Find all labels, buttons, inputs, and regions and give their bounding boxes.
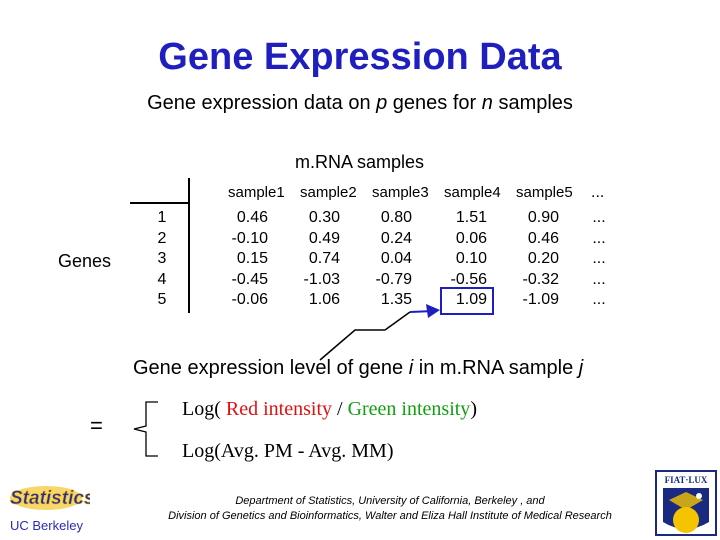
footer-line-1: Department of Statistics, University of … [235,495,545,507]
table-divider-horizontal [130,202,190,204]
green-intensity-text: Green intensity [347,398,471,420]
row-index: 5 [157,291,167,309]
column-header-sample1: sample1 [228,184,285,201]
seal-sun [673,507,699,533]
table-cell: 0.90 [527,209,559,226]
data-column-sample1: 0.46 -0.10 0.15 -0.45 -0.06 [218,208,268,311]
table-cell: ... [592,209,606,226]
table-cell: 1.51 [455,209,487,226]
row-index-column: 1 2 3 4 5 [152,208,172,311]
seal-book [669,492,703,510]
formula-slash: / [332,398,348,420]
footer-line-2: Division of Genetics and Bioinformatics,… [168,510,612,522]
level-part1: Gene expression level of gene [133,357,409,379]
expression-level-text: Gene expression level of gene i in m.RNA… [133,357,583,380]
seal-star [696,493,702,499]
table-cell: -1.03 [303,270,340,288]
table-cell: ... [592,291,606,309]
data-column-more: ... ... ... ... ... [588,208,610,311]
table-cell: 0.10 [455,250,487,268]
table-cell: ... [592,270,606,288]
genes-label: Genes [58,251,112,271]
column-header-sample5: sample5 [516,184,573,201]
table-cell: 0.15 [236,250,268,268]
level-j: j [578,357,584,379]
highlight-box [440,287,494,315]
table-cell: ... [592,250,606,268]
data-column-sample4: 1.51 0.06 0.10 -0.56 1.09 [434,208,487,311]
table-cell: 0.46 [527,229,559,247]
column-header-sample4: sample4 [444,184,501,201]
table-cell: 0.04 [380,250,412,268]
fiat-lux-seal: FIAT·LUX [655,470,717,536]
pointer-arrow [319,304,440,361]
table-cell: -0.56 [450,270,487,288]
data-column-sample5: 0.90 0.46 0.20 -0.32 -1.09 [506,208,559,311]
formula-suffix: ) [470,398,477,420]
subtitle-p: p [376,92,388,114]
table-cell: ... [592,229,606,247]
table-cell: 0.80 [380,209,412,226]
table-cell: -0.45 [231,270,268,288]
table-cell: 1.09 [455,291,487,309]
footer: Department of Statistics, University of … [110,494,670,524]
red-intensity-text: Red intensity [225,398,332,420]
level-part2: in m.RNA sample [413,357,579,379]
statistics-berkeley-logo: Statistics UC Berkeley [10,486,90,533]
subtitle-n: n [481,92,493,114]
table-cell: 1.35 [380,291,412,309]
table-cell: 0.30 [308,209,340,226]
logo-statistics-text: Statistics [10,488,90,509]
row-index: 1 [157,209,167,226]
column-header-sample2: sample2 [300,184,357,201]
column-header-sample3: sample3 [372,184,429,201]
pointer-line-tip [409,310,435,313]
page-title: Gene Expression Data [158,36,562,78]
table-cell: 0.74 [308,250,340,268]
data-column-sample3: 0.80 0.24 0.04 -0.79 1.35 [362,208,412,311]
table-cell: -0.10 [231,229,268,247]
table-cell: 0.06 [455,229,487,247]
table-cell: -0.06 [231,291,268,309]
data-column-sample2: 0.30 0.49 0.74 -1.03 1.06 [290,208,340,311]
table-cell: 0.49 [308,229,340,247]
subtitle: Gene expression data on p genes for n sa… [0,92,720,115]
formula-prefix: Log( [182,398,226,420]
subtitle-part3: samples [492,92,573,114]
column-header-more: ... [591,184,605,201]
seal-motto: FIAT·LUX [665,475,708,485]
table-cell: -0.32 [522,270,559,288]
table-cell: -1.09 [522,291,559,309]
subtitle-part2: genes for [387,92,482,114]
formula-line-1: Log( Red intensity / Green intensity) [182,398,477,421]
row-index: 2 [157,229,167,247]
curly-brace [133,401,158,457]
subtitle-part1: Gene expression data on [147,92,377,114]
table-cell: 0.24 [380,229,412,247]
formula-line-2: Log(Avg. PM - Avg. MM) [182,440,394,462]
level-i: i [408,357,414,379]
equals-sign: = [90,413,103,438]
row-index: 4 [157,270,167,288]
brace-path [133,401,158,457]
pointer-line [319,311,411,361]
table-divider-vertical [188,178,190,313]
table-cell: 1.06 [308,291,340,309]
table-cell: 0.20 [527,250,559,268]
table-cell: -0.79 [375,270,412,288]
mrna-samples-label: m.RNA samples [295,152,425,172]
logo-berkeley-text: UC Berkeley [10,518,83,533]
row-index: 3 [157,250,167,268]
table-cell: 0.46 [236,209,268,226]
logo-swoosh [10,486,82,510]
